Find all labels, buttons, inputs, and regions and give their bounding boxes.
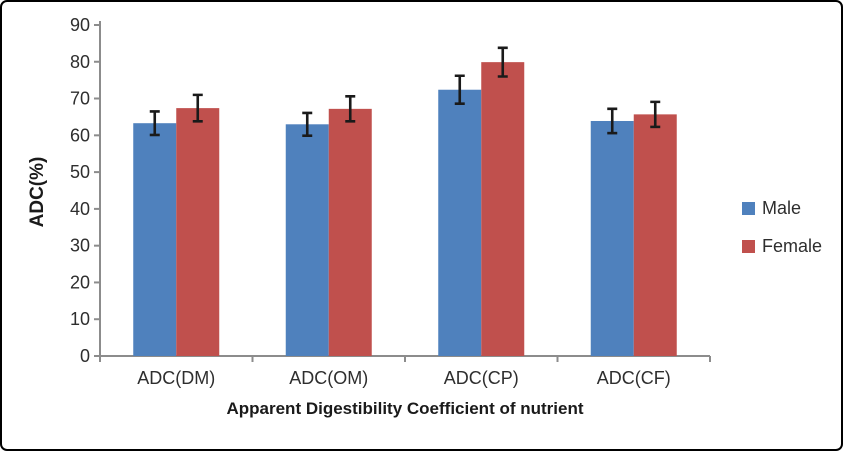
bar-female-1 [328,108,372,356]
x-axis-title: Apparent Digestibility Coefficient of nu… [226,399,584,418]
legend-item-male: Male [742,198,822,219]
y-tick-label: 20 [70,272,90,292]
y-tick-label: 10 [70,309,90,329]
legend: Male Female [742,198,822,274]
bar-female-3 [633,114,677,357]
bar-male-2 [438,89,482,357]
y-axis-title: ADC(%) [27,156,48,228]
bar-male-1 [285,124,329,356]
y-tick-label: 50 [70,162,90,182]
legend-label-female: Female [762,236,823,256]
bar-female-2 [481,62,525,356]
legend-label-male: Male [762,198,802,218]
male-series-swatch-icon [742,202,755,215]
bar-male-0 [133,123,177,357]
bar-male-3 [590,120,634,357]
category-label: ADC(CP) [444,368,519,388]
category-label: ADC(DM) [137,368,215,388]
y-tick-label: 40 [70,199,90,219]
y-tick-label: 90 [70,15,90,35]
category-label: ADC(CF) [597,368,671,388]
category-label: ADC(OM) [289,368,368,388]
female-series-swatch-icon [742,240,755,253]
y-tick-label: 80 [70,52,90,72]
legend-item-female: Female [742,236,822,257]
y-tick-label: 30 [70,236,90,256]
y-tick-label: 0 [80,346,90,366]
y-tick-label: 60 [70,125,90,145]
y-tick-label: 70 [70,89,90,109]
bar-female-0 [176,108,220,357]
